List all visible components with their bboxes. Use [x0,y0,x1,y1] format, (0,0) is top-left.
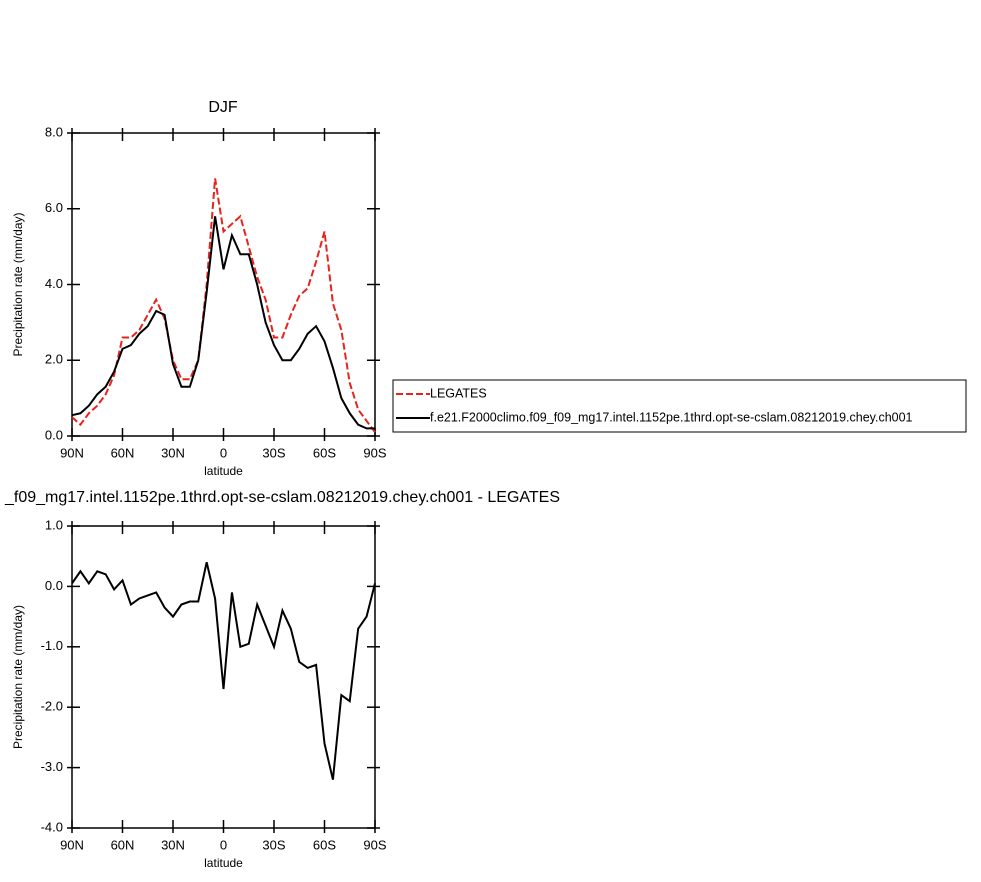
x-tick-label: 30N [161,837,185,852]
x-tick-label: 90S [363,445,386,460]
y-tick-label: 6.0 [45,200,63,215]
y-axis-label: Precipitation rate (mm/day) [11,212,25,356]
x-tick-label: 60S [313,837,336,852]
x-tick-label: 30S [262,837,285,852]
y-tick-label: -4.0 [41,819,63,834]
y-tick-label: 0.0 [45,427,63,442]
plot-frame [71,525,376,829]
x-tick-label: 90S [363,837,386,852]
y-tick-label: 1.0 [45,517,63,532]
y-tick-label: 8.0 [45,124,63,139]
x-tick-label: 90N [60,445,84,460]
chart-title: _f09_mg17.intel.1152pe.1thrd.opt-se-csla… [4,489,560,506]
legend-box [392,379,967,433]
x-tick-label: 30S [262,445,285,460]
chart-title: DJF [208,99,238,116]
y-tick-label: 4.0 [45,276,63,291]
x-tick-label: 0 [220,837,227,852]
y-tick-label: -3.0 [41,759,63,774]
x-axis-label: latitude [204,464,243,478]
plot-frame [71,132,376,437]
legend-label: LEGATES [430,386,487,400]
legend-label: f.e21.F2000climo.f09_f09_mg17.intel.1152… [430,410,913,424]
series-line [71,178,376,433]
y-tick-label: 2.0 [45,352,63,367]
x-tick-label: 30N [161,445,185,460]
x-tick-label: 60S [313,445,336,460]
y-tick-label: 0.0 [45,578,63,593]
series-line [71,562,376,780]
x-axis-label: latitude [204,856,243,870]
series-line [71,216,375,430]
x-tick-label: 90N [60,837,84,852]
y-axis-label: Precipitation rate (mm/day) [11,605,25,749]
y-tick-label: -1.0 [41,638,63,653]
y-tick-label: -2.0 [41,699,63,714]
x-tick-label: 60N [111,445,135,460]
x-tick-label: 60N [111,837,135,852]
x-tick-label: 0 [220,445,227,460]
